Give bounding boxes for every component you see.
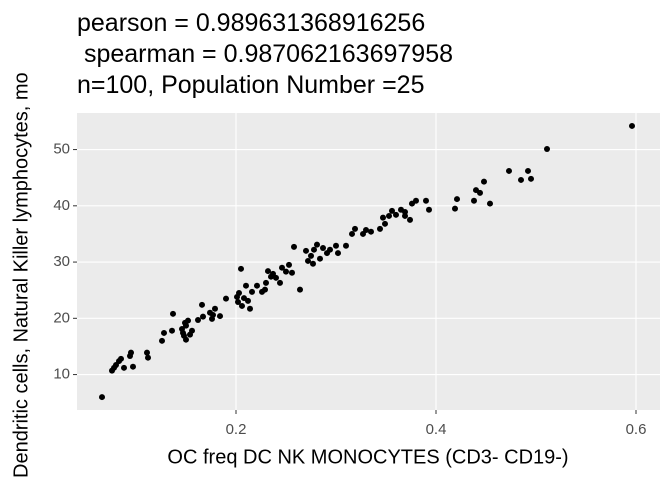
point <box>263 279 269 286</box>
x-tick-label: 0.6 <box>626 421 647 438</box>
point <box>393 211 399 218</box>
y-tick-label: 20 <box>53 309 70 326</box>
title-line: spearman = 0.987062163697958 <box>77 40 453 68</box>
point <box>310 260 316 267</box>
point <box>209 315 215 322</box>
point <box>528 175 534 182</box>
point <box>525 167 531 174</box>
point <box>402 212 408 219</box>
point <box>118 355 124 362</box>
point <box>128 349 134 356</box>
point <box>161 329 167 336</box>
point <box>99 394 105 401</box>
point <box>333 242 339 249</box>
point <box>317 255 323 262</box>
point <box>407 216 413 223</box>
point <box>199 301 205 308</box>
point <box>279 264 285 271</box>
title-line: n=100, Population Number =25 <box>77 71 424 99</box>
point <box>518 176 524 183</box>
panel <box>77 113 660 410</box>
y-axis-label: Dendritic cells, Natural Killer lymphocy… <box>10 72 32 478</box>
point <box>130 363 136 370</box>
point <box>145 354 151 361</box>
point <box>262 286 268 293</box>
point <box>477 189 483 196</box>
point <box>297 286 303 293</box>
point <box>185 317 191 324</box>
y-tick-label: 40 <box>53 197 70 214</box>
point <box>454 196 460 203</box>
point <box>386 212 392 219</box>
point <box>487 200 493 207</box>
point <box>223 295 229 302</box>
point <box>303 247 309 254</box>
point <box>413 197 419 204</box>
y-tick-label: 50 <box>53 141 70 158</box>
point <box>327 246 333 253</box>
point <box>236 290 242 296</box>
point <box>544 146 550 152</box>
point <box>308 252 314 259</box>
x-tick-label: 0.4 <box>426 421 447 438</box>
point <box>277 279 283 286</box>
point <box>170 310 176 317</box>
point <box>377 225 383 232</box>
point <box>335 250 341 257</box>
point <box>239 302 245 309</box>
point <box>352 225 358 232</box>
y-tick-label: 30 <box>53 253 70 270</box>
point <box>283 268 289 275</box>
point <box>212 305 218 312</box>
point <box>254 282 260 289</box>
point <box>506 167 512 174</box>
point <box>452 205 458 212</box>
point <box>320 245 326 251</box>
point <box>481 178 487 185</box>
point <box>217 313 223 320</box>
point <box>183 322 189 329</box>
point <box>144 349 150 356</box>
point <box>305 257 311 264</box>
point <box>349 230 355 237</box>
point <box>289 269 295 276</box>
point <box>311 246 317 253</box>
points <box>99 122 635 401</box>
point <box>169 327 175 334</box>
title-line: pearson = 0.989631368916256 <box>77 9 425 37</box>
point <box>382 220 388 227</box>
point <box>181 332 187 339</box>
point <box>265 268 271 275</box>
point <box>273 274 279 281</box>
point <box>368 228 374 235</box>
point <box>247 305 253 312</box>
point <box>245 297 251 304</box>
x-tick-label: 0.2 <box>226 421 247 438</box>
point <box>235 299 241 305</box>
point <box>629 122 635 129</box>
point <box>291 243 297 250</box>
point <box>238 265 244 272</box>
point <box>343 242 349 249</box>
point <box>380 214 386 221</box>
point <box>249 288 255 295</box>
point <box>159 337 165 344</box>
point <box>423 197 429 204</box>
point <box>243 282 249 289</box>
point <box>314 241 320 248</box>
point <box>471 197 477 204</box>
y-tick-label: 10 <box>53 366 70 383</box>
point <box>195 317 201 323</box>
point <box>200 313 206 320</box>
point <box>187 331 193 338</box>
x-axis-label: OC freq DC NK MONOCYTES (CD3- CD19-) <box>167 446 568 468</box>
point <box>121 364 127 371</box>
point <box>426 206 432 213</box>
point <box>363 227 369 233</box>
point <box>389 207 395 214</box>
grid <box>77 113 660 410</box>
point <box>286 261 292 268</box>
